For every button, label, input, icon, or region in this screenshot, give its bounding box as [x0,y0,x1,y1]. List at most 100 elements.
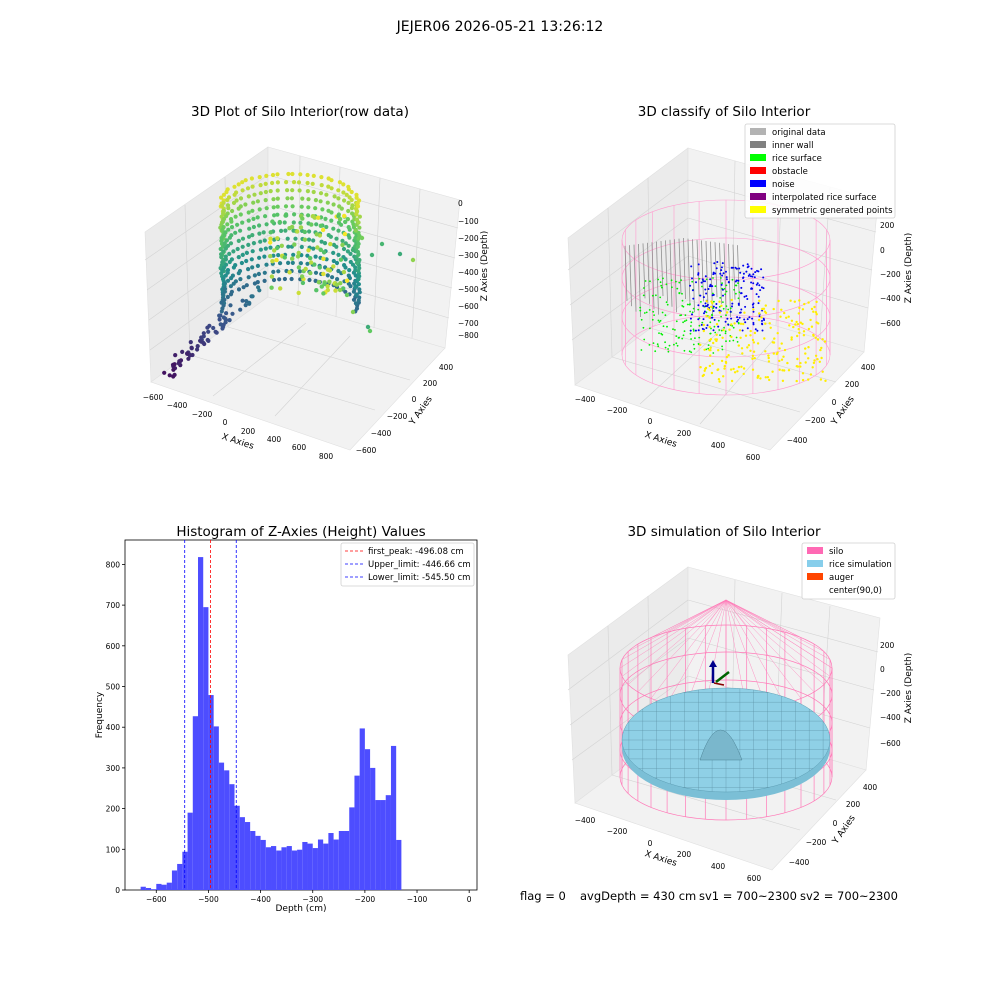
histogram-bar [344,830,350,890]
rice-surface-point [666,325,668,328]
classify-y-tick: 0 [832,398,837,407]
raw-data-point [235,222,240,227]
symmetric-point [712,341,715,345]
symmetric-point [708,325,711,329]
symmetric-point [714,338,717,341]
simulation-y-tick: −400 [789,858,810,867]
raw-data-point [286,260,291,265]
raw-data-point [353,273,358,278]
raw-data-point [238,277,243,282]
rice-surface-point [720,315,722,318]
simulation-z-tick: 0 [880,665,885,674]
raw-data-point [263,181,268,186]
histogram-bar [161,884,167,890]
raw-data-point [285,196,290,201]
classify-3d-plot: 3D classify of Silo Interior −400 −200 0… [567,104,914,462]
rice-surface-point [659,319,662,322]
raw-data-point [338,281,343,286]
raw-x-tick: −600 [143,393,164,402]
symmetric-point [706,307,710,311]
symmetric-point [804,347,807,350]
histogram-bar [297,849,303,890]
raw-data-point [234,198,239,203]
noise-point [734,266,737,269]
raw-x-tick: 0 [223,418,228,427]
symmetric-point [717,349,720,352]
rice-surface-point [707,347,710,350]
raw-x-tick: 600 [292,443,307,452]
raw-data-point [298,225,304,230]
simulation-y-tick: −200 [806,838,827,847]
symmetric-point [781,379,785,382]
raw-data-point [173,353,178,358]
symmetric-point [704,366,708,370]
raw-data-point [341,182,346,187]
noise-point [737,279,740,282]
raw-data-point [289,224,295,230]
legend-swatch [750,180,766,187]
rice-surface-point [719,297,722,299]
histogram-y-tick-label: 0 [115,886,120,895]
raw-data-point [238,307,243,312]
raw-data-point [343,289,348,294]
raw-data-point [211,325,216,331]
raw-data-point [217,313,222,318]
legend-label: Upper_limit: -446.66 cm [368,560,471,570]
raw-data-point [333,288,338,293]
silo-roof-line [725,599,833,669]
symmetric-point [758,312,761,315]
classify-x-tick: 0 [648,417,653,426]
histogram-x-tick-label: −400 [250,895,271,904]
rice-surface-point [661,311,664,314]
symmetric-point [761,307,764,311]
rice-surface-point [733,288,735,291]
noise-point [751,275,754,278]
raw-z-tick: −600 [458,302,479,311]
raw-data-point [349,197,354,203]
raw-data-point [250,294,255,299]
symmetric-point [721,336,724,339]
rice-surface-point [655,294,657,297]
symmetric-point [797,328,800,331]
silo-roof-line [705,599,727,626]
noise-point [700,281,703,284]
raw-data-point [264,222,269,227]
raw-data-point [355,204,361,209]
raw-data-point [311,173,316,178]
classify-z-label: Z Axies (Depth) [904,233,914,304]
symmetric-point [814,311,818,314]
raw-data-point [220,260,225,265]
rice-surface-point [718,306,721,308]
raw-data-point [323,216,328,221]
rice-surface-point [731,278,734,281]
symmetric-point [807,378,810,381]
raw-data-point [224,262,229,267]
raw-data-point [367,328,373,334]
legend-swatch [807,560,823,567]
rice-surface-point [651,318,654,321]
symmetric-point [749,349,752,352]
raw-data-point [336,228,341,233]
raw-data-point [334,236,339,241]
rice-surface-point [639,309,642,312]
noise-point [761,319,763,322]
raw-data-point [331,202,336,207]
noise-point [704,288,707,291]
raw-data-point [336,268,341,274]
raw-data-point [319,239,324,244]
histogram-bar [151,889,157,890]
noise-point [736,320,739,323]
histogram-title: Histogram of Z-Axies (Height) Values [176,524,425,540]
symmetric-point [798,331,801,334]
histogram-bars [140,557,402,890]
symmetric-point [760,316,763,319]
histogram-x-tick-label: −500 [198,895,219,904]
symmetric-point [711,362,714,365]
rice-surface-point [651,294,654,297]
raw-data-point [244,283,249,288]
simulation-z-tick: 200 [880,641,895,650]
raw-data-point [320,207,325,212]
raw-data-point [305,180,310,186]
noise-point [745,295,748,297]
raw-data-point [240,252,245,257]
